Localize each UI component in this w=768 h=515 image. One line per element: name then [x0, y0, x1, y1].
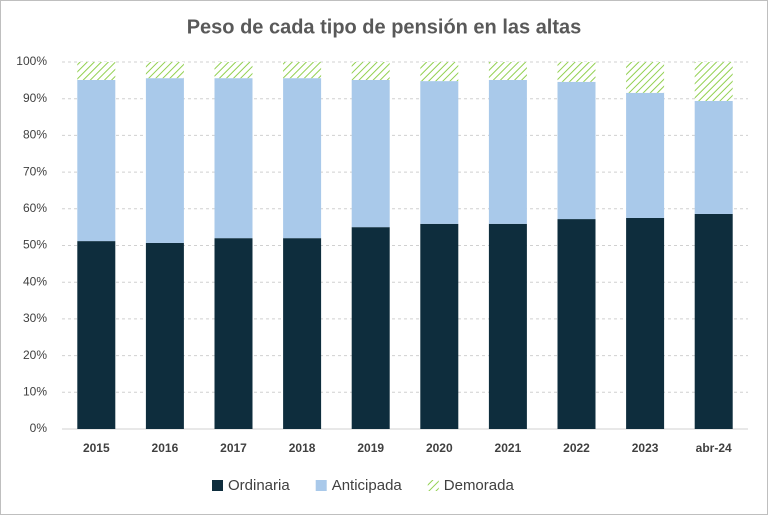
x-tick-label: 2021 — [495, 441, 522, 455]
y-tick-label: 80% — [23, 128, 47, 142]
bar-segment — [694, 62, 733, 101]
bar-segment — [283, 238, 322, 429]
x-tick-label: 2016 — [152, 441, 179, 455]
legend-label: Demorada — [444, 477, 515, 494]
y-tick-label: 50% — [23, 238, 47, 252]
bar-segment — [145, 78, 184, 243]
bar-segment — [626, 62, 665, 93]
bar-segment — [214, 62, 253, 79]
bar-segment — [77, 241, 116, 429]
y-tick-label: 70% — [23, 164, 47, 178]
chart-title: Peso de cada tipo de pensión en las alta… — [187, 16, 582, 38]
bar-segment — [283, 62, 322, 79]
bar-segment — [351, 227, 390, 429]
y-tick-label: 60% — [23, 201, 47, 215]
x-tick-label: 2020 — [426, 441, 453, 455]
bar-segment — [420, 81, 459, 224]
bar-segment — [557, 81, 596, 220]
bar-segment — [694, 100, 733, 214]
x-tick-label: 2018 — [289, 441, 316, 455]
y-tick-label: 10% — [23, 384, 47, 398]
bar-segment — [557, 219, 596, 429]
bar-segment — [626, 217, 665, 429]
bar-segment — [420, 62, 459, 82]
y-tick-label: 20% — [23, 348, 47, 362]
y-tick-label: 0% — [30, 421, 48, 435]
bar-segment — [145, 62, 184, 79]
bar-segment — [626, 92, 665, 218]
bar-segment — [488, 223, 527, 429]
legend-label: Ordinaria — [228, 477, 290, 494]
legend-swatch — [427, 480, 439, 491]
bar-segment — [214, 78, 253, 239]
y-tick-label: 100% — [16, 54, 47, 68]
bar-segment — [351, 62, 390, 80]
bar-segment — [694, 213, 733, 429]
x-tick-label: 2022 — [563, 441, 590, 455]
y-tick-label: 90% — [23, 91, 47, 105]
bar-segment — [351, 79, 390, 228]
bar-segment — [420, 223, 459, 429]
bar-segment — [283, 78, 322, 239]
bar-segment — [488, 79, 527, 224]
legend-label: Anticipada — [332, 477, 403, 494]
legend-swatch — [212, 480, 223, 491]
bar-segment — [77, 62, 116, 80]
x-tick-label: 2017 — [220, 441, 247, 455]
bar-segment — [488, 62, 527, 80]
bar-segment — [77, 79, 116, 242]
x-tick-label: abr-24 — [696, 441, 732, 455]
y-tick-label: 40% — [23, 274, 47, 288]
y-tick-label: 30% — [23, 311, 47, 325]
x-tick-label: 2019 — [357, 441, 384, 455]
bar-segment — [557, 62, 596, 82]
bar-segment — [214, 238, 253, 429]
legend-swatch — [315, 480, 327, 491]
x-tick-label: 2015 — [83, 441, 110, 455]
bar-segment — [145, 242, 184, 429]
x-tick-label: 2023 — [632, 441, 659, 455]
